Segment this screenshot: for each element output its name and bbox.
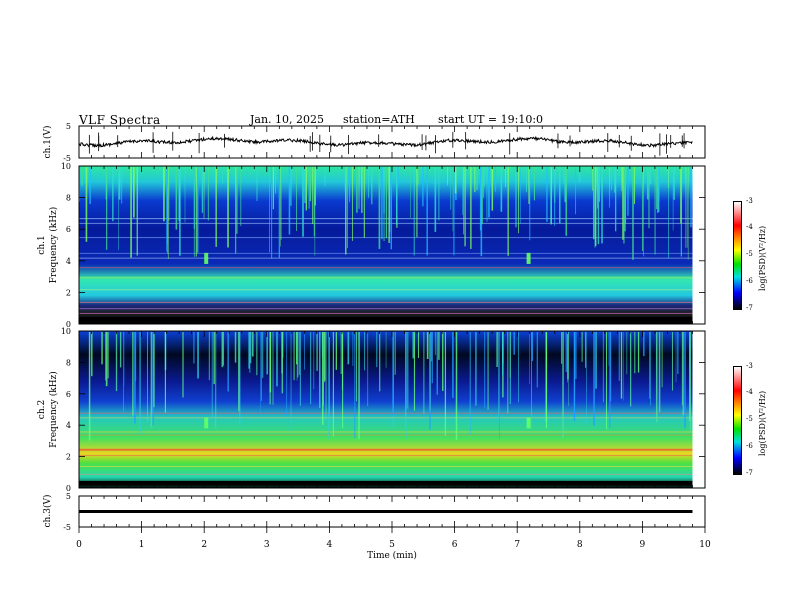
- freq-tick-label: 4: [66, 421, 71, 430]
- spectrogram-channel-label: ch.2: [37, 400, 47, 419]
- ch1-colorbar: [733, 201, 742, 310]
- ch1-cb-tick: -6: [746, 277, 753, 285]
- freq-tick-label: 8: [66, 358, 71, 367]
- x-tick-label: 9: [640, 540, 646, 550]
- ch1-trace: [78, 135, 693, 149]
- freq-tick-label: 6: [66, 390, 71, 399]
- freq-tick-label: 2: [66, 453, 71, 462]
- frequency-band: [79, 276, 693, 279]
- ch3-y-tick-label: 5: [66, 492, 71, 501]
- frequency-band: [79, 301, 693, 303]
- ch3-ylabel: ch.3(V): [42, 495, 53, 528]
- frequency-band: [79, 434, 693, 436]
- event-marker: [204, 252, 209, 264]
- x-tick-label: 2: [201, 540, 207, 550]
- freq-tick-label: 4: [66, 257, 71, 266]
- x-tick-label: 4: [327, 540, 333, 550]
- ch2-cb-tick: -6: [746, 442, 753, 450]
- station-label: station=ATH: [343, 113, 415, 126]
- ch3-trace: [79, 510, 693, 513]
- freq-tick-label: 0: [66, 320, 71, 329]
- baseline-strip: [79, 480, 693, 486]
- freq-tick-label: 8: [66, 194, 71, 203]
- frequency-band: [79, 455, 693, 457]
- frequency-band: [79, 289, 693, 291]
- ch2-cb-tick: -5: [746, 415, 753, 423]
- ch1-cb-tick: -5: [746, 250, 753, 258]
- ch1-cb-tick: -4: [746, 223, 753, 231]
- freq-tick-label: 10: [61, 162, 71, 171]
- ch1-ylabel: ch.1(V): [42, 126, 53, 159]
- panel-frame: [78, 165, 706, 325]
- frequency-band: [79, 448, 693, 451]
- ch2-colorbar-label: log(PSD)(V²/Hz): [758, 390, 767, 456]
- x-tick-label: 0: [76, 540, 82, 550]
- x-tick-label: 1: [139, 540, 145, 550]
- spectrogram-fill: [79, 331, 693, 488]
- start-time-label: start UT = 19:10:0: [438, 113, 544, 126]
- x-tick-label: 10: [699, 540, 711, 550]
- frequency-band: [79, 308, 693, 310]
- frequency-band: [79, 473, 693, 475]
- ch1-cb-tick: -3: [746, 197, 753, 205]
- x-tick-label: 7: [514, 540, 520, 550]
- freq-tick-label: 2: [66, 288, 71, 297]
- ch1-spectrogram-panel: 0 2 4 6 8 10 ch.1 Frequency (kHz): [37, 162, 706, 329]
- spectrogram-ylabel: Frequency (kHz): [48, 207, 59, 284]
- ch1-y-tick-label: 5: [66, 122, 71, 131]
- ch1-y-tick-label: -5: [63, 154, 71, 163]
- panel-frame: [78, 125, 706, 159]
- ch2-cb-tick: -4: [746, 388, 753, 396]
- spectrogram-channel-label: ch.1: [37, 235, 47, 254]
- ch3-y-tick-label: -5: [63, 523, 71, 532]
- event-marker: [526, 252, 531, 264]
- chart-title: VLF Spectra: [79, 113, 161, 127]
- event-marker: [204, 417, 209, 429]
- freq-tick-label: 6: [66, 225, 71, 234]
- x-tick-label: 8: [577, 540, 583, 550]
- frequency-band: [79, 466, 693, 468]
- ch1-colorbar-label: log(PSD)(V²/Hz): [758, 225, 767, 291]
- x-tick-label: 5: [389, 540, 395, 550]
- frequency-band: [79, 431, 693, 433]
- time-axis: 0 1 2 3 4 5 6 7 8 9 10 Time (min): [76, 527, 711, 561]
- date-label: Jan. 10, 2025: [250, 113, 325, 126]
- event-marker: [526, 417, 531, 429]
- frequency-band: [79, 257, 693, 259]
- x-tick-label: 6: [452, 540, 458, 550]
- panel-frame: [78, 330, 706, 489]
- baseline-strip: [79, 316, 693, 322]
- frequency-band: [79, 417, 693, 419]
- x-axis-label: Time (min): [367, 550, 417, 561]
- frequency-band: [79, 252, 693, 254]
- spectrogram-ylabel: Frequency (kHz): [48, 371, 59, 448]
- frequency-band: [79, 267, 693, 269]
- frequency-band: [79, 412, 693, 414]
- ch1-waveform-panel: 5 -5 ch.1(V): [42, 122, 706, 163]
- ch2-colorbar: [733, 366, 742, 475]
- ch2-cb-tick: -3: [746, 362, 753, 370]
- freq-tick-label: 0: [66, 484, 71, 493]
- ch2-spectrogram-panel: 0 2 4 6 8 10 ch.2 Frequency (kHz): [37, 327, 706, 493]
- frequency-band: [79, 312, 693, 314]
- freq-tick-label: 10: [61, 327, 71, 336]
- ch1-cb-tick: -7: [746, 304, 753, 312]
- x-tick-label: 3: [264, 540, 270, 550]
- ch2-cb-tick: -7: [746, 469, 753, 477]
- ch3-waveform-panel: 5 -5 ch.3(V): [42, 492, 706, 532]
